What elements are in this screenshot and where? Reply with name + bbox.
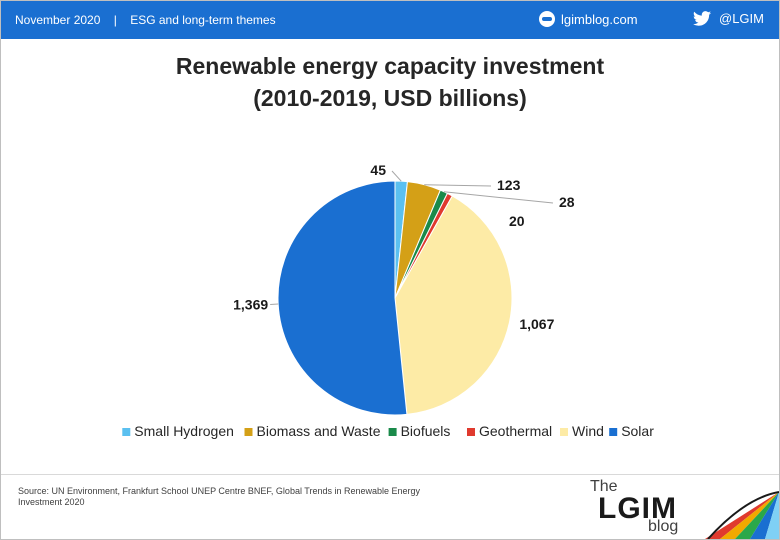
legend-swatch-geothermal: [467, 428, 475, 436]
data-label-solar: 1,369: [233, 296, 268, 312]
legend-label-wind: Wind: [572, 423, 604, 439]
legend-label-biofuels: Biofuels: [401, 423, 451, 439]
legend-item-small-hydrogen: Small Hydrogen: [122, 423, 234, 439]
globe-icon: [539, 11, 555, 27]
header-bar: November 2020 | ESG and long-term themes…: [1, 1, 779, 39]
data-label-biofuels: 28: [559, 194, 575, 210]
header-separator: |: [113, 13, 117, 27]
site-link[interactable]: lgimblog.com: [539, 11, 638, 27]
chart-title: Renewable energy capacity investment (20…: [0, 50, 780, 114]
legend-label-geothermal: Geothermal: [479, 423, 552, 439]
legend-label-solar: Solar: [621, 423, 654, 439]
legend-item-geothermal: Geothermal: [467, 423, 552, 439]
legend-item-wind: Wind: [560, 423, 604, 439]
umbrella-graphic: [705, 491, 779, 539]
lgim-blog-logo[interactable]: The LGIM blog: [580, 478, 779, 539]
logo-lgim: LGIM: [598, 492, 677, 525]
leader-line-biomass-and-waste: [424, 184, 492, 187]
site-label: lgimblog.com: [561, 11, 638, 27]
data-label-wind: 1,067: [519, 316, 554, 332]
data-label-geothermal: 20: [509, 213, 525, 229]
legend-label-biomass-and-waste: Biomass and Waste: [257, 423, 381, 439]
legend-swatch-small-hydrogen: [122, 428, 131, 436]
legend-item-biofuels: Biofuels: [388, 423, 451, 439]
chart-title-line2: (2010-2019, USD billions): [253, 85, 527, 111]
logo-the: The: [590, 478, 618, 495]
leader-line-small-hydrogen: [391, 170, 402, 182]
data-label-biomass-and-waste: 123: [497, 177, 521, 193]
leader-line-biofuels: [443, 191, 554, 204]
legend-swatch-biomass-and-waste: [244, 428, 253, 436]
slice-solar: [277, 180, 408, 416]
legend-swatch-wind: [560, 428, 568, 436]
footer-divider: [1, 474, 779, 475]
legend-item-solar: Solar: [609, 423, 654, 439]
header-left: November 2020 | ESG and long-term themes: [15, 13, 286, 27]
source-note: Source: UN Environment, Frankfurt School…: [18, 486, 421, 507]
legend-swatch-solar: [609, 428, 618, 436]
legend-swatch-biofuels: [388, 428, 397, 436]
twitter-icon: [693, 11, 711, 26]
header-section[interactable]: ESG and long-term themes: [130, 13, 276, 27]
header-date: November 2020: [15, 13, 101, 27]
data-label-small-hydrogen: 45: [370, 162, 386, 178]
pie-chart: 45 123 28 20 1,067 1,369 Small Hydrogen Biomass…: [122, 162, 654, 439]
legend-label-small-hydrogen: Small Hydrogen: [134, 423, 234, 439]
legend: Small Hydrogen Biomass and Waste Biofuels G…: [122, 423, 654, 439]
slice-wind: [394, 195, 513, 415]
leader-line-solar: [270, 303, 279, 305]
chart-title-line1: Renewable energy capacity investment: [175, 53, 605, 79]
logo-blog: blog: [648, 518, 679, 535]
twitter-handle: @LGIM: [719, 11, 764, 26]
legend-item-biomass-and-waste: Biomass and Waste: [244, 423, 381, 439]
twitter-link[interactable]: @LGIM: [693, 11, 764, 26]
